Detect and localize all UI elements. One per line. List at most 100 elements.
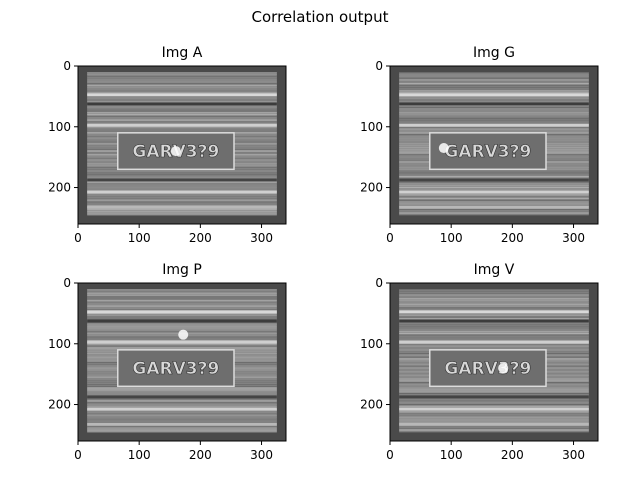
texture-stripe (87, 307, 277, 309)
texture-stripe (87, 329, 277, 331)
texture-stripe (399, 418, 589, 420)
texture-stripe (399, 296, 589, 298)
y-tick-label: 0 (63, 59, 71, 73)
texture-stripe (399, 305, 589, 307)
texture-stripe (87, 108, 277, 110)
texture-stripe (87, 347, 277, 349)
texture-stripe (399, 343, 589, 345)
texture-stripe (87, 392, 277, 395)
subplot-title: Img G (473, 45, 515, 61)
texture-stripe (87, 327, 277, 329)
y-tick-label: 100 (48, 337, 71, 351)
texture-stripe (399, 108, 589, 110)
texture-stripe (399, 115, 589, 118)
texture-stripe (87, 77, 277, 79)
texture-stripe (87, 414, 277, 417)
texture-stripe (87, 403, 277, 406)
texture-stripe (399, 130, 589, 132)
texture-stripe (399, 77, 589, 79)
correlation-peak (498, 363, 509, 374)
texture-stripe (87, 389, 277, 391)
texture-stripe (399, 431, 589, 433)
texture-stripe (399, 90, 589, 92)
texture-stripe (87, 90, 277, 92)
texture-stripe (87, 110, 277, 112)
texture-stripe (399, 83, 589, 85)
correlation-peak (170, 146, 181, 157)
texture-stripe (399, 300, 589, 302)
texture-stripe (399, 316, 589, 318)
texture-stripe (399, 309, 589, 311)
texture-stripe (87, 405, 277, 407)
texture-stripe (399, 347, 589, 349)
texture-stripe (399, 398, 589, 400)
subplot-img-v: Img V GARV3?9 0 100 200 300 0 100 200 (360, 262, 599, 462)
texture-stripe (87, 345, 277, 347)
texture-stripe (399, 214, 589, 216)
texture-stripe (87, 398, 277, 400)
texture-stripe (87, 316, 277, 318)
texture-stripe (399, 119, 589, 121)
texture-stripe (87, 312, 277, 314)
texture-band (87, 407, 277, 411)
texture-stripe (87, 296, 277, 298)
x-tick-label: 200 (189, 448, 212, 462)
texture-band (399, 178, 589, 182)
subplot-title: Img A (162, 45, 203, 61)
plate-region (429, 349, 547, 388)
texture-stripe (399, 420, 589, 422)
texture-stripe (399, 181, 589, 183)
texture-stripe (399, 99, 589, 101)
texture-band (399, 407, 589, 411)
texture-stripe (399, 298, 589, 300)
texture-stripe (399, 400, 589, 402)
correlation-peak (178, 329, 189, 340)
texture-stripe (87, 427, 277, 429)
texture-stripe (87, 416, 277, 418)
texture-stripe (87, 186, 277, 189)
texture-stripe (87, 411, 277, 413)
texture-stripe (87, 201, 277, 203)
y-tick-label: 200 (48, 181, 71, 195)
texture-stripe (399, 126, 589, 128)
y-tick-label: 0 (375, 276, 383, 290)
subplot-title: Img V (474, 262, 515, 278)
x-tick-label: 100 (440, 231, 463, 245)
texture-stripe (399, 332, 589, 335)
texture-stripe (399, 201, 589, 203)
texture-stripe (87, 387, 277, 389)
texture-stripe (87, 174, 277, 176)
texture-stripe (87, 196, 277, 198)
plate-region (429, 132, 547, 171)
texture-stripe (399, 177, 589, 180)
texture-stripe (87, 177, 277, 180)
texture-stripe (87, 106, 277, 108)
texture-band (399, 422, 589, 426)
texture-stripe (399, 121, 589, 123)
texture-stripe (87, 294, 277, 296)
texture-stripe (87, 72, 277, 74)
texture-stripe (399, 106, 589, 108)
x-tick-label: 0 (74, 231, 82, 245)
subplot-img-p: Img P GARV3?9 0 100 200 300 0 100 200 (48, 262, 287, 462)
plate-text: GARV3?9 (444, 359, 531, 379)
texture-stripe (399, 292, 589, 294)
texture-stripe (399, 329, 589, 331)
y-tick-label: 200 (48, 398, 71, 412)
texture-band (87, 93, 277, 97)
texture-stripe (399, 199, 589, 201)
texture-stripe (87, 95, 277, 97)
texture-band (87, 205, 277, 209)
texture-stripe (87, 130, 277, 132)
texture-stripe (399, 403, 589, 406)
texture-stripe (399, 197, 589, 200)
x-tick-label: 100 (128, 231, 151, 245)
texture-stripe (399, 307, 589, 309)
texture-band (399, 93, 589, 97)
y-tick-label: 100 (360, 337, 383, 351)
texture-stripe (87, 112, 277, 114)
x-tick-label: 100 (440, 448, 463, 462)
texture-stripe (399, 170, 589, 172)
texture-stripe (87, 402, 277, 404)
correlation-image: GARV3?9 (390, 66, 598, 224)
